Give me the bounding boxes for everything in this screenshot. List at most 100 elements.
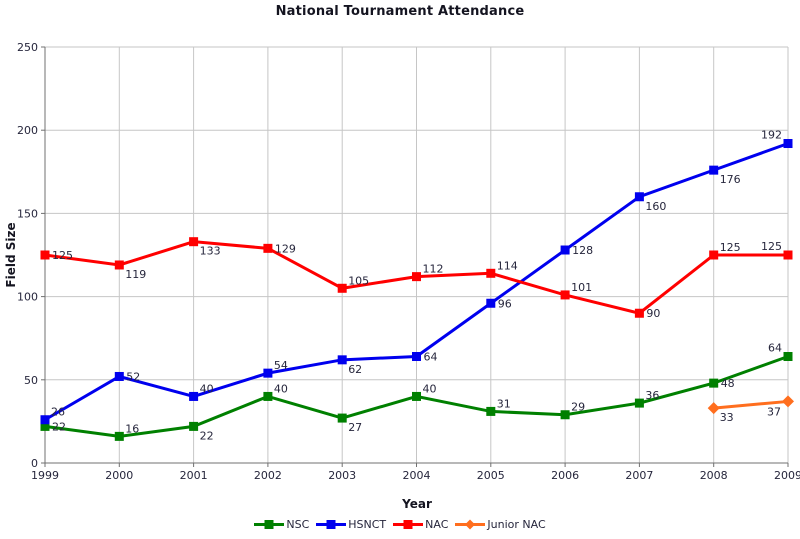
series-line [713,399,789,410]
legend-label: NSC [286,518,310,531]
data-label: 176 [720,173,741,186]
data-point-marker [189,421,199,431]
x-tick-label: 2005 [477,469,505,482]
legend-item-junior-nac: Junior NAC [455,518,546,531]
data-point-marker [40,250,50,260]
data-point-marker [486,406,496,416]
data-label: 22 [200,429,214,442]
data-label: 114 [497,259,518,272]
y-tick-label: 250 [17,41,38,54]
data-point-marker [560,290,570,300]
series-hsnct: 26 52 40 54 62 64 96 128 160 176 192 [40,129,793,425]
data-point-marker [634,398,644,408]
data-label: 119 [125,268,146,281]
data-point-marker [560,245,570,255]
data-point-marker [486,298,496,308]
data-point-marker [337,283,347,293]
data-point-marker [782,395,794,408]
data-label: 101 [571,281,592,294]
y-tick-label: 0 [31,457,38,470]
legend-item-nsc: NSC [254,518,309,531]
legend-label: Junior NAC [487,518,546,531]
y-tick-label: 200 [17,124,38,137]
data-label: 128 [572,244,593,257]
data-label: 40 [274,382,288,395]
data-point-marker [40,421,50,431]
gridlines [45,46,789,463]
legend-item-nac: NAC [393,518,448,531]
data-point-marker [634,192,644,202]
data-point-marker [412,391,421,401]
data-label: 27 [348,421,362,434]
data-label: 125 [52,249,73,262]
series-junior-nac: 33 37 [707,395,794,424]
legend-marker-icon [393,520,424,529]
series-nsc: 22 16 22 40 27 40 31 29 36 48 64 [40,342,793,442]
data-label: 26 [51,406,65,419]
data-label: 192 [761,129,782,142]
x-tick-label: 2003 [328,469,356,482]
data-point-marker [263,243,273,253]
x-tick-label: 1999 [31,469,59,482]
data-point-marker [114,260,124,270]
data-label: 40 [200,382,214,395]
data-label: 62 [348,363,362,376]
legend-marker-icon [254,520,285,529]
axes: 0 50 100 150 200 250 1999 2000 2001 2002 2003 2004 2… [17,41,800,482]
x-tick-label: 2001 [180,469,208,482]
data-label: 54 [274,359,288,372]
data-label: 16 [125,422,139,435]
data-label: 36 [645,389,659,402]
data-label: 22 [52,420,66,433]
data-point-marker [560,410,570,420]
data-point-marker [783,250,793,260]
data-point-marker [783,352,793,362]
data-point-marker [114,431,124,441]
data-point-marker [189,391,199,401]
data-point-marker [337,413,347,423]
legend-marker-icon [455,519,486,530]
y-tick-label: 100 [17,291,38,304]
data-label: 64 [768,342,782,355]
chart-title: National Tournament Attendance [275,4,525,19]
x-tick-label: 2007 [625,469,653,482]
data-point-marker [486,268,496,278]
data-point-marker [263,391,273,401]
data-label: 160 [645,200,666,213]
data-label: 29 [571,401,585,414]
data-label: 96 [498,297,512,310]
data-label: 125 [720,241,741,254]
data-point-marker [114,371,124,381]
data-point-marker [707,402,720,415]
data-label: 40 [423,382,437,395]
series-nac: 125 119 133 129 105 112 114 101 90 125 125 [40,237,793,320]
data-label: 48 [721,377,735,390]
data-point-marker [40,415,50,425]
x-tick-label: 2006 [551,469,579,482]
y-tick-label: 150 [17,207,38,220]
data-point-marker [337,355,347,365]
data-label: 90 [646,307,660,320]
legend-item-hsnct: HSNCT [316,518,386,531]
data-label: 31 [497,397,511,410]
data-point-marker [634,308,644,318]
data-point-marker [412,352,421,362]
x-tick-label: 2008 [700,469,728,482]
data-point-marker [709,165,719,175]
data-point-marker [709,378,719,388]
y-tick-label: 50 [24,374,38,387]
data-label: 33 [720,411,734,424]
data-point-marker [412,272,421,282]
data-label: 129 [275,242,296,255]
data-label: 105 [348,274,369,287]
data-point-marker [189,237,199,247]
data-label: 133 [200,245,221,258]
x-axis-label: Year [402,497,432,511]
x-tick-label: 2009 [774,469,800,482]
data-point-marker [709,250,719,260]
x-tick-label: 2004 [403,469,431,482]
x-tick-label: 2002 [254,469,282,482]
data-label: 112 [423,263,444,276]
